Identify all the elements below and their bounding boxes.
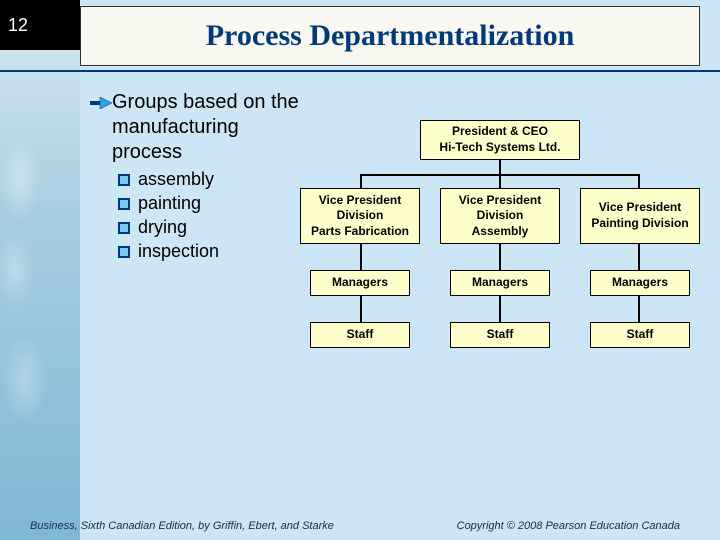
org-box-line: Staff: [487, 327, 514, 343]
sub-bullet-text: drying: [138, 217, 187, 238]
org-box-line: Parts Fabrication: [311, 224, 409, 240]
square-icon: [118, 246, 132, 258]
org-box-line: Vice President: [599, 200, 682, 216]
connector-line: [638, 296, 640, 322]
connector-line: [499, 296, 501, 322]
connector-line: [360, 296, 362, 322]
arrow-icon: [90, 96, 112, 110]
sub-bullet-text: inspection: [138, 241, 219, 262]
org-box-m3: Managers: [590, 270, 690, 296]
decorative-sidebar: [0, 0, 80, 540]
org-box-line: Staff: [347, 327, 374, 343]
square-icon: [118, 174, 132, 186]
sub-bullet-text: assembly: [138, 169, 214, 190]
org-box-line: Assembly: [472, 224, 529, 240]
connector-line: [638, 174, 640, 188]
org-box-vp1: Vice PresidentDivisionParts Fabrication: [300, 188, 420, 244]
org-box-s3: Staff: [590, 322, 690, 348]
sub-bullet-row: painting: [118, 193, 312, 214]
org-box-ceo: President & CEOHi-Tech Systems Ltd.: [420, 120, 580, 160]
org-box-line: Managers: [612, 275, 668, 291]
org-box-vp2: Vice PresidentDivisionAssembly: [440, 188, 560, 244]
content-area: Groups based on the manufacturing proces…: [90, 90, 312, 265]
sub-bullet-text: painting: [138, 193, 201, 214]
page-title: Process Departmentalization: [206, 19, 575, 53]
org-box-line: Managers: [332, 275, 388, 291]
org-box-s2: Staff: [450, 322, 550, 348]
sub-bullet-row: drying: [118, 217, 312, 238]
footer-left: Business, Sixth Canadian Edition, by Gri…: [30, 520, 334, 532]
square-icon: [118, 198, 132, 210]
org-box-line: Hi-Tech Systems Ltd.: [439, 140, 560, 156]
main-bullet-row: Groups based on the manufacturing proces…: [90, 90, 312, 165]
page-number-text: 12: [8, 15, 28, 36]
org-box-line: Division: [477, 208, 524, 224]
connector-line: [499, 244, 501, 270]
org-box-line: Staff: [627, 327, 654, 343]
title-rule: [0, 70, 720, 72]
footer: Business, Sixth Canadian Edition, by Gri…: [0, 520, 720, 532]
org-box-line: Painting Division: [591, 216, 688, 232]
org-box-vp3: Vice PresidentPainting Division: [580, 188, 700, 244]
org-box-line: Division: [337, 208, 384, 224]
connector-line: [499, 174, 501, 188]
footer-right: Copyright © 2008 Pearson Education Canad…: [457, 520, 680, 532]
sub-bullet-row: assembly: [118, 169, 312, 190]
org-box-line: Managers: [472, 275, 528, 291]
sub-bullet-row: inspection: [118, 241, 312, 262]
org-box-m1: Managers: [310, 270, 410, 296]
page-number: 12: [0, 0, 80, 50]
connector-line: [360, 244, 362, 270]
main-bullet-text: Groups based on the manufacturing proces…: [112, 90, 312, 165]
org-box-line: Vice President: [319, 193, 402, 209]
org-box-line: President & CEO: [452, 124, 548, 140]
org-box-m2: Managers: [450, 270, 550, 296]
org-box-s1: Staff: [310, 322, 410, 348]
square-icon: [118, 222, 132, 234]
org-box-line: Vice President: [459, 193, 542, 209]
sub-bullet-list: assembly painting drying inspection: [118, 169, 312, 262]
title-box: Process Departmentalization: [80, 6, 700, 66]
connector-line: [638, 244, 640, 270]
connector-line: [360, 174, 362, 188]
connector-line: [499, 160, 501, 174]
